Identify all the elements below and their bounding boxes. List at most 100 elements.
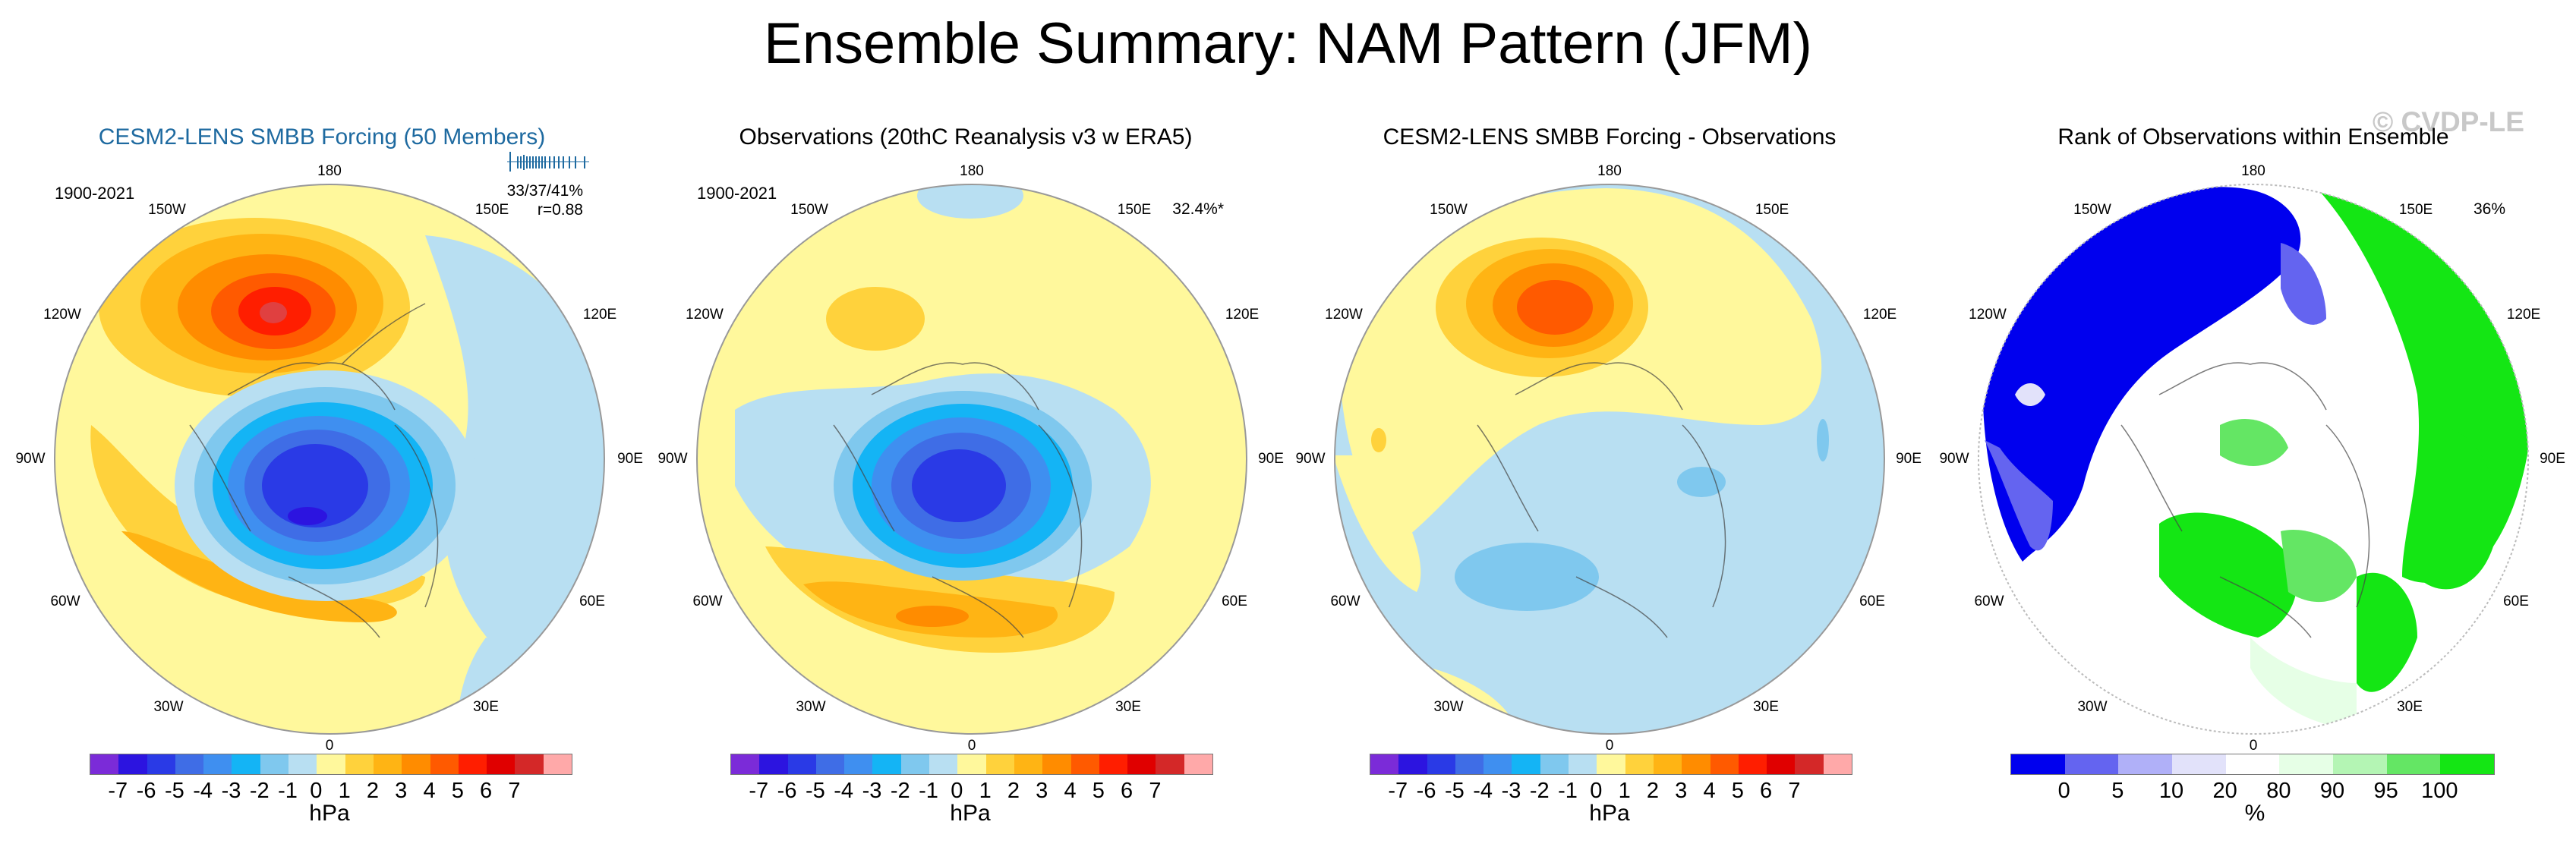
pattern-percent: 32.4%* [1172, 200, 1224, 218]
colorbar-unit: hPa [950, 801, 991, 826]
colorbar-swatch [2172, 754, 2226, 774]
colorbar-ticks: 0 5 10 20 80 90 95 100 [2010, 779, 2493, 804]
lon-label-30e: 30E [473, 699, 499, 715]
colorbar-tick-label: 7 [1788, 779, 1801, 803]
colorbar-swatch [175, 754, 204, 774]
colorbar-swatch [2333, 754, 2387, 774]
lon-label-150e: 150E [2398, 202, 2433, 218]
lon-label-90e: 90E [1258, 451, 1284, 467]
colorbar-swatch [345, 754, 374, 774]
colorbar-tick-label: 5 [1731, 779, 1744, 803]
lon-label-120e: 120E [1225, 307, 1260, 323]
lon-label-0: 0 [325, 738, 334, 754]
panel-ensemble: CESM2-LENS SMBB Forcing (50 Members) 190… [0, 0, 644, 847]
colorbar-swatch [2011, 754, 2065, 774]
colorbar-swatch [288, 754, 317, 774]
ensemble-spread-ticks [507, 152, 589, 172]
colorbar-swatch [1569, 754, 1597, 774]
colorbar-tick-label: -6 [777, 779, 797, 803]
colorbar-swatch [118, 754, 147, 774]
colorbar-swatch [1738, 754, 1767, 774]
colorbar-ticks: -7 -6 -5 -4 -3 -2 -1 0 1 2 3 4 5 6 7 [90, 779, 571, 804]
colorbar-tick-label: -3 [862, 779, 882, 803]
colorbar-swatch [759, 754, 788, 774]
period-label: 1900-2021 [55, 184, 135, 203]
colorbar-swatch [203, 754, 232, 774]
lon-label-60e: 60E [1222, 594, 1247, 609]
colorbar-swatch [1455, 754, 1484, 774]
colorbar-swatch [2279, 754, 2334, 774]
lon-label-120e: 120E [582, 307, 617, 323]
lon-label-0: 0 [1605, 738, 1614, 754]
colorbar-swatch [260, 754, 289, 774]
lon-label-90w: 90W [1939, 451, 1969, 467]
colorbar-swatch [2118, 754, 2173, 774]
panel-title: Rank of Observations within Ensemble [2057, 124, 2449, 150]
colorbar-swatch [458, 754, 487, 774]
colorbar-swatch [731, 754, 760, 774]
colorbar-tick-label: -6 [1416, 779, 1436, 803]
colorbar-swatch [1156, 754, 1184, 774]
lon-label-60w: 60W [1330, 594, 1361, 609]
panel-observations: Observations (20thC Reanalysis v3 w ERA5… [644, 0, 1288, 847]
colorbar-swatch [232, 754, 260, 774]
colorbar-swatch [543, 754, 572, 774]
spread-tick-marks [507, 152, 589, 172]
lon-label-120w: 120W [1325, 307, 1363, 323]
panel-title: Observations (20thC Reanalysis v3 w ERA5… [739, 124, 1193, 150]
colorbar-swatch [1625, 754, 1654, 774]
lon-label-90w: 90W [15, 451, 46, 467]
colorbar-swatch [2225, 754, 2280, 774]
lon-label-90e: 90E [2540, 451, 2565, 467]
lon-label-150w: 150W [1430, 202, 1468, 218]
lon-label-150w: 150W [148, 202, 186, 218]
colorbar-swatch [1597, 754, 1625, 774]
colorbar-swatch [402, 754, 430, 774]
colorbar-swatch [985, 754, 1014, 774]
lon-label-180: 180 [317, 163, 342, 179]
colorbar-tick-label: 5 [1092, 779, 1105, 803]
pattern-stats-2: r=0.88 [537, 201, 583, 219]
colorbar-swatch [1398, 754, 1427, 774]
colorbar-tick-label: 1 [979, 779, 992, 803]
colorbar-swatch [1540, 754, 1569, 774]
difference-map [1334, 184, 1885, 735]
colorbar-swatch [515, 754, 544, 774]
colorbar-tick-label: 3 [1675, 779, 1688, 803]
lon-label-150e: 150E [475, 202, 509, 218]
colorbar-tick-label: -3 [221, 779, 241, 803]
lon-label-60w: 60W [50, 594, 80, 609]
ensemble-map [54, 184, 605, 735]
colorbar-swatch [1483, 754, 1512, 774]
colorbar-tick-label: -1 [1558, 779, 1578, 803]
colorbar-swatch [929, 754, 958, 774]
colorbar-tick-label: 6 [1121, 779, 1134, 803]
lon-label-90w: 90W [657, 451, 688, 467]
colorbar-swatch [1014, 754, 1043, 774]
colorbar-swatch [1127, 754, 1156, 774]
lon-label-30e: 30E [2397, 699, 2423, 715]
colorbar-tick-label: 6 [1760, 779, 1773, 803]
colorbar-swatch [1710, 754, 1739, 774]
lon-label-150w: 150W [790, 202, 828, 218]
colorbar-swatch [90, 754, 119, 774]
colorbar-unit: % [2244, 801, 2265, 826]
lon-label-90e: 90E [617, 451, 643, 467]
lon-label-30w: 30W [2077, 699, 2108, 715]
colorbar-tick-label: 0 [951, 779, 963, 803]
colorbar-tick-label: 0 [1590, 779, 1603, 803]
colorbar-swatch [1653, 754, 1682, 774]
period-label: 1900-2021 [697, 184, 777, 203]
lon-label-120e: 120E [2506, 307, 2541, 323]
watermark: © CVDP-LE [2373, 106, 2524, 137]
lon-label-60w: 60W [1974, 594, 2004, 609]
panel-difference: CESM2-LENS SMBB Forcing - Observations [1288, 0, 1931, 847]
colorbar-tick-label: 1 [338, 779, 351, 803]
colorbar-swatch [1512, 754, 1540, 774]
colorbar-tick-label: 3 [1036, 779, 1048, 803]
colorbar-tick-label: 0 [2057, 779, 2070, 803]
lon-label-90e: 90E [1896, 451, 1922, 467]
colorbar-swatch [872, 754, 901, 774]
colorbar-tick-label: -7 [108, 779, 128, 803]
colorbar-tick-label: 3 [395, 779, 408, 803]
